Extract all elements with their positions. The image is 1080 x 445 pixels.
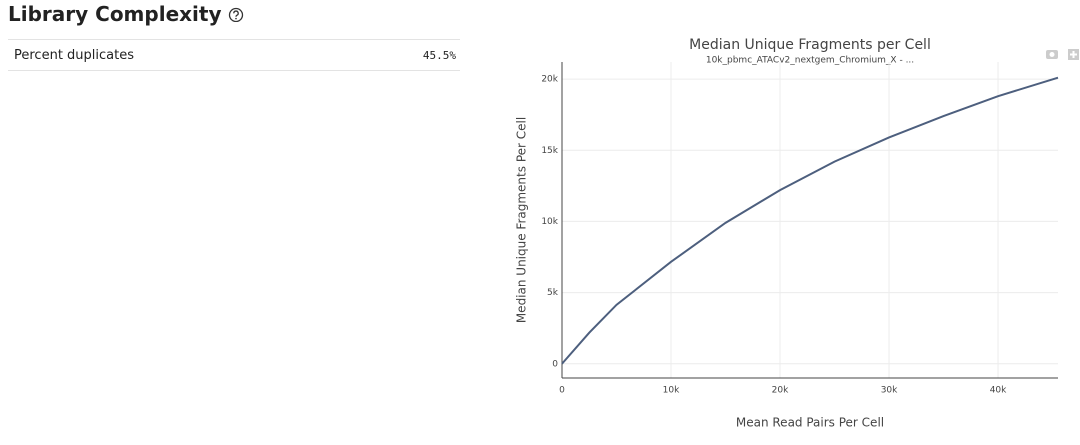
metric-value: 45.5% — [422, 48, 456, 62]
y-axis-label: Median Unique Fragments Per Cell — [515, 117, 529, 323]
section-title: Library Complexity — [8, 2, 222, 26]
x-tick-label: 0 — [559, 386, 565, 396]
line-series — [561, 76, 1059, 365]
header: Library Complexity — [8, 2, 244, 26]
y-tick-label: 15k — [541, 146, 558, 156]
help-icon[interactable] — [228, 6, 244, 22]
chart: Median Unique Fragments per Cell 10k_pbm… — [515, 37, 1079, 430]
y-tick-label: 10k — [541, 217, 558, 227]
y-tick-label: 20k — [541, 75, 558, 85]
x-tick-label: 40k — [990, 386, 1007, 396]
y-tick-label: 0 — [552, 359, 558, 369]
chart-subtitle: 10k_pbmc_ATACv2_nextgem_Chromium_X - ... — [706, 56, 914, 66]
x-tick-label: 10k — [663, 386, 680, 396]
x-axis-label: Mean Read Pairs Per Cell — [736, 416, 884, 430]
metric-row: Percent duplicates 45.5% — [8, 39, 460, 71]
modebar[interactable] — [1046, 49, 1079, 60]
y-tick-label: 5k — [547, 288, 559, 298]
metric-label: Percent duplicates — [14, 47, 134, 63]
chart-title: Median Unique Fragments per Cell — [689, 37, 931, 53]
x-tick-label: 20k — [772, 386, 789, 396]
x-tick-label: 30k — [881, 386, 898, 396]
